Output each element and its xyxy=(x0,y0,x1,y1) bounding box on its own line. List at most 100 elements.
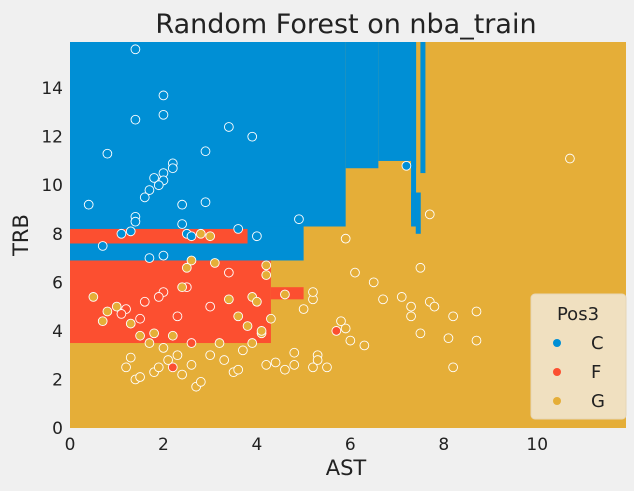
point-C-3 xyxy=(158,109,169,120)
point-G-70 xyxy=(471,335,482,346)
legend-marker-G xyxy=(553,397,561,405)
point-G-37 xyxy=(312,355,323,365)
region-F-10 xyxy=(70,260,271,344)
point-G-6 xyxy=(144,338,155,348)
y-tick-label: 14 xyxy=(41,79,63,99)
region-C-4 xyxy=(378,42,412,161)
point-G-31 xyxy=(270,357,281,368)
point-C-0 xyxy=(130,44,141,55)
region-C-6 xyxy=(411,42,417,222)
point-C-18 xyxy=(200,197,211,208)
point-G-3 xyxy=(111,301,122,312)
point-G-28 xyxy=(247,338,258,348)
point-G-53 xyxy=(252,296,262,307)
legend-box xyxy=(530,293,627,420)
point-F-10 xyxy=(135,313,145,324)
point-G-22 xyxy=(205,350,216,361)
legend-label-F: F xyxy=(591,362,601,383)
y-tick-label: 10 xyxy=(41,176,63,196)
point-F-6 xyxy=(172,311,183,322)
point-G-21 xyxy=(186,360,197,370)
point-G-71 xyxy=(448,362,458,373)
point-G-0 xyxy=(88,292,99,302)
point-C-6 xyxy=(102,148,113,159)
point-G-14 xyxy=(135,372,145,382)
x-tick-label: 4 xyxy=(251,435,262,455)
point-G-77 xyxy=(186,255,197,266)
point-G-23 xyxy=(214,338,225,348)
point-G-12 xyxy=(167,330,178,341)
point-G-68 xyxy=(471,306,482,317)
region-C-1 xyxy=(70,42,346,227)
point-G-55 xyxy=(261,260,272,271)
legend-label-C: C xyxy=(591,333,604,354)
y-tick-label: 12 xyxy=(41,128,63,148)
point-C-32 xyxy=(401,160,412,171)
point-G-32 xyxy=(280,364,290,375)
point-C-17 xyxy=(177,199,187,210)
point-G-30 xyxy=(261,360,272,370)
y-tick-label: 0 xyxy=(52,419,63,439)
point-G-63 xyxy=(429,301,440,312)
point-F-11 xyxy=(116,309,127,319)
point-G-54 xyxy=(261,270,272,280)
point-G-48 xyxy=(256,326,267,336)
legend-marker-C xyxy=(553,339,561,347)
y-axis-label: TRB xyxy=(9,214,33,257)
point-C-27 xyxy=(186,231,197,242)
point-G-47 xyxy=(266,313,276,324)
point-G-72 xyxy=(424,209,435,220)
region-C-8 xyxy=(415,192,421,234)
point-C-14 xyxy=(139,192,150,203)
point-G-4 xyxy=(125,318,136,329)
point-G-1 xyxy=(97,316,108,327)
point-C-23 xyxy=(116,228,127,239)
scatter-points xyxy=(83,44,575,392)
legend-title: Pos3 xyxy=(557,304,599,325)
point-G-20 xyxy=(195,377,206,387)
y-tick-label: 6 xyxy=(52,273,63,293)
point-G-2 xyxy=(102,306,113,317)
point-C-4 xyxy=(224,122,234,132)
point-G-10 xyxy=(172,350,183,361)
point-C-26 xyxy=(144,253,155,263)
point-G-60 xyxy=(396,292,407,302)
point-C-22 xyxy=(97,241,108,251)
point-F-7 xyxy=(205,301,216,312)
point-F-3 xyxy=(224,267,234,278)
point-G-33 xyxy=(289,347,300,358)
point-G-51 xyxy=(224,294,234,305)
point-C-13 xyxy=(144,185,155,195)
x-axis-label: AST xyxy=(326,456,367,480)
point-G-35 xyxy=(308,362,318,373)
point-G-50 xyxy=(233,311,244,322)
point-G-11 xyxy=(177,369,187,380)
point-G-8 xyxy=(158,343,169,353)
point-G-16 xyxy=(153,362,164,373)
point-G-34 xyxy=(289,360,300,370)
point-C-25 xyxy=(177,219,187,229)
region-C-3 xyxy=(345,42,379,169)
point-G-5 xyxy=(135,330,145,341)
point-G-49 xyxy=(242,321,253,331)
point-C-1 xyxy=(158,90,169,101)
point-G-58 xyxy=(368,277,379,288)
y-tick-label: 2 xyxy=(52,370,63,390)
region-C-9 xyxy=(420,42,426,174)
point-G-69 xyxy=(443,333,454,344)
point-C-7 xyxy=(200,146,211,157)
point-C-31 xyxy=(294,214,304,225)
point-G-27 xyxy=(238,345,248,356)
point-C-30 xyxy=(252,231,262,242)
point-F-1 xyxy=(139,296,150,307)
x-tick-label: 2 xyxy=(158,435,169,455)
region-C-7 xyxy=(411,192,417,227)
point-G-18 xyxy=(125,352,136,363)
point-G-45 xyxy=(308,287,318,297)
point-F-8 xyxy=(331,326,342,336)
point-G-78 xyxy=(181,262,192,273)
point-C-21 xyxy=(125,226,136,237)
point-G-61 xyxy=(415,262,426,273)
point-G-39 xyxy=(336,316,346,327)
y-tick-label: 8 xyxy=(52,225,63,245)
